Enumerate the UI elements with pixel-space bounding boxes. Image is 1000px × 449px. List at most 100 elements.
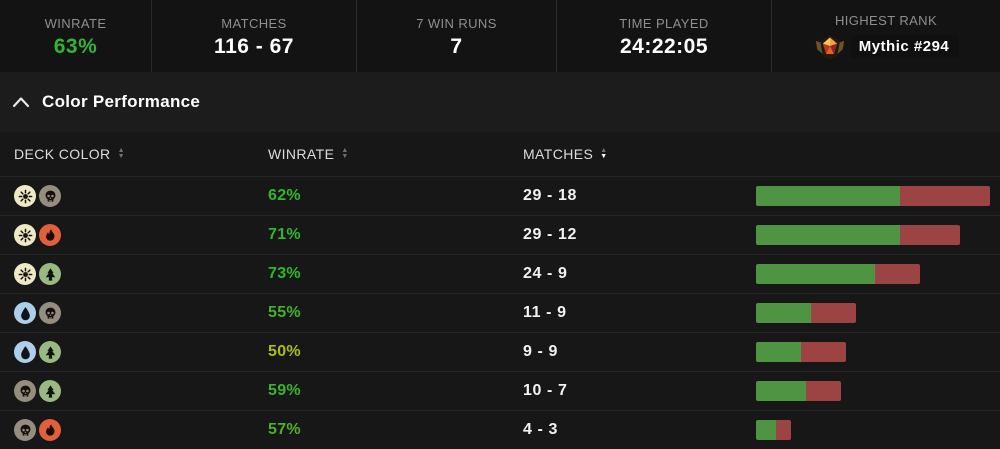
losses-bar-segment <box>900 225 961 245</box>
losses-bar-segment <box>800 342 846 362</box>
matches-value: 24 - 9 <box>523 265 568 282</box>
table-row: 57% 4 - 3 <box>0 410 1000 449</box>
stat-value-row: 24:22:05 <box>620 35 708 59</box>
stat-panel-highest-rank: HIGHEST RANK Mythic #294 <box>772 0 1000 72</box>
deck-color-icons <box>14 185 268 207</box>
stat-panel-7-win-runs: 7 WIN RUNS 7 <box>357 0 557 72</box>
mana-green-icon <box>39 341 61 363</box>
wins-bar-segment <box>756 342 801 362</box>
stat-value: Mythic #294 <box>850 35 960 58</box>
wins-bar-segment <box>756 303 811 323</box>
stat-value: 7 <box>450 34 463 58</box>
matches-value: 4 - 3 <box>523 421 559 438</box>
mana-black-icon <box>39 302 61 324</box>
mana-green-icon <box>39 380 61 402</box>
column-header-label: WINRATE <box>268 146 335 162</box>
mana-white-icon <box>14 263 36 285</box>
mana-black-icon <box>39 185 61 207</box>
losses-bar-segment <box>810 303 856 323</box>
wins-bar-segment <box>756 264 876 284</box>
mana-white-icon <box>14 185 36 207</box>
winrate-value: 71% <box>268 226 301 243</box>
column-header-matches[interactable]: MATCHES ▲ ▼ <box>523 146 756 162</box>
winrate-value: 57% <box>268 421 301 438</box>
column-header-label: MATCHES <box>523 146 594 162</box>
stats-bar: WINRATE 63% MATCHES 116 - 67 7 WIN RUNS … <box>0 0 1000 72</box>
deck-color-icons <box>14 302 268 324</box>
stat-value-row: 63% <box>54 35 98 59</box>
mana-black-icon <box>14 419 36 441</box>
winrate-value: 59% <box>268 382 301 399</box>
table-row: 55% 11 - 9 <box>0 293 1000 332</box>
deck-color-icons <box>14 224 268 246</box>
winloss-bar <box>756 420 791 440</box>
losses-bar-segment <box>900 186 990 206</box>
deck-color-icons <box>14 341 268 363</box>
sort-icon[interactable]: ▲ ▼ <box>117 147 125 160</box>
losses-bar-segment <box>775 420 791 440</box>
winloss-bar <box>756 186 990 206</box>
mana-red-icon <box>39 419 61 441</box>
column-header-label: DECK COLOR <box>14 146 111 162</box>
stat-value-row: 116 - 67 <box>214 35 294 59</box>
stat-label: TIME PLAYED <box>619 15 709 31</box>
stat-value: 24:22:05 <box>619 34 709 58</box>
winloss-bar <box>756 225 961 245</box>
stat-value-row: 7 <box>450 35 462 59</box>
table-row: 59% 10 - 7 <box>0 371 1000 410</box>
matches-value: 9 - 9 <box>523 343 559 360</box>
matches-value: 10 - 7 <box>523 382 568 399</box>
stat-panel-matches: MATCHES 116 - 67 <box>152 0 357 72</box>
mana-black-icon <box>14 380 36 402</box>
stat-label: HIGHEST RANK <box>834 13 938 28</box>
matches-value: 11 - 9 <box>523 304 567 321</box>
winrate-value: 73% <box>268 265 301 282</box>
stat-label: 7 WIN RUNS <box>416 15 497 31</box>
mana-blue-icon <box>14 302 36 324</box>
mana-red-icon <box>39 224 61 246</box>
table-header-row: DECK COLOR ▲ ▼ WINRATE ▲ ▼ MATCHES ▲ ▼ <box>0 132 1000 176</box>
winloss-bar <box>756 342 846 362</box>
stat-value: 63% <box>53 34 98 58</box>
losses-bar-segment <box>875 264 921 284</box>
stat-label: WINRATE <box>44 15 107 31</box>
stat-value: 116 - 67 <box>214 34 294 58</box>
sort-icon[interactable]: ▲ ▼ <box>600 147 608 160</box>
wins-bar-segment <box>756 420 776 440</box>
chevron-up-icon[interactable] <box>12 96 30 108</box>
table-row: 62% 29 - 18 <box>0 176 1000 215</box>
mythic-rank-badge-icon <box>813 32 847 61</box>
wins-bar-segment <box>756 381 806 401</box>
section-title: Color Performance <box>42 92 201 111</box>
table-body: 62% 29 - 18 71% 29 - 12 73% 24 - 9 <box>0 176 1000 449</box>
table-row: 50% 9 - 9 <box>0 332 1000 371</box>
stat-panel-winrate: WINRATE 63% <box>0 0 152 72</box>
sort-icon[interactable]: ▲ ▼ <box>341 147 349 160</box>
column-header-deck-color[interactable]: DECK COLOR ▲ ▼ <box>14 146 268 162</box>
matches-value: 29 - 18 <box>523 187 578 204</box>
deck-color-icons <box>14 263 268 285</box>
winrate-value: 50% <box>268 343 301 360</box>
winrate-value: 62% <box>268 187 301 204</box>
winloss-bar <box>756 381 841 401</box>
mana-blue-icon <box>14 341 36 363</box>
mana-white-icon <box>14 224 36 246</box>
stat-panel-time-played: TIME PLAYED 24:22:05 <box>557 0 772 72</box>
mana-green-icon <box>39 263 61 285</box>
color-performance-section-header[interactable]: Color Performance <box>0 72 1000 132</box>
winrate-value: 55% <box>268 304 301 321</box>
winloss-bar <box>756 264 921 284</box>
losses-bar-segment <box>805 381 841 401</box>
color-performance-table: DECK COLOR ▲ ▼ WINRATE ▲ ▼ MATCHES ▲ ▼ 62% … <box>0 132 1000 449</box>
deck-color-icons <box>14 419 268 441</box>
winloss-bar <box>756 303 856 323</box>
table-row: 71% 29 - 12 <box>0 215 1000 254</box>
wins-bar-segment <box>756 186 901 206</box>
wins-bar-segment <box>756 225 901 245</box>
stat-value-row: Mythic #294 <box>813 32 960 61</box>
column-header-winrate[interactable]: WINRATE ▲ ▼ <box>268 146 523 162</box>
matches-value: 29 - 12 <box>523 226 578 243</box>
deck-color-icons <box>14 380 268 402</box>
table-row: 73% 24 - 9 <box>0 254 1000 293</box>
stat-label: MATCHES <box>221 15 287 31</box>
